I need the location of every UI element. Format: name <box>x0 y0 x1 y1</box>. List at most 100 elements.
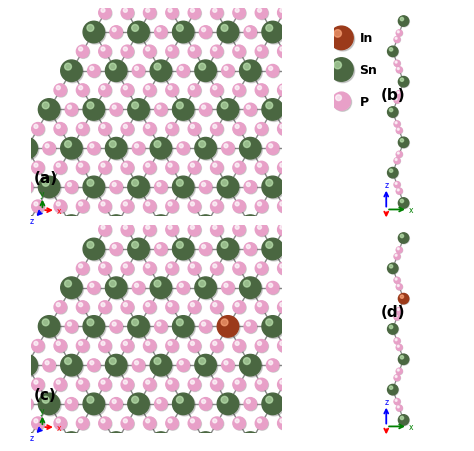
Circle shape <box>291 245 295 249</box>
Circle shape <box>446 128 458 141</box>
Circle shape <box>61 277 82 299</box>
Circle shape <box>390 186 402 198</box>
Circle shape <box>414 187 418 191</box>
Circle shape <box>32 341 45 353</box>
Circle shape <box>262 177 283 198</box>
Circle shape <box>168 87 172 91</box>
Circle shape <box>123 125 128 129</box>
Circle shape <box>222 204 234 217</box>
Circle shape <box>101 380 105 384</box>
Circle shape <box>301 124 313 137</box>
Circle shape <box>422 126 429 133</box>
Circle shape <box>367 224 380 236</box>
Circle shape <box>397 153 399 155</box>
Circle shape <box>10 201 23 214</box>
Circle shape <box>222 282 234 295</box>
Circle shape <box>157 168 161 172</box>
Circle shape <box>266 242 273 249</box>
Circle shape <box>397 32 399 34</box>
Circle shape <box>307 100 328 121</box>
Circle shape <box>310 396 318 403</box>
Circle shape <box>88 65 100 78</box>
Circle shape <box>269 361 273 365</box>
Circle shape <box>369 264 374 268</box>
Circle shape <box>177 143 190 155</box>
Circle shape <box>65 321 78 333</box>
Circle shape <box>222 127 234 140</box>
Circle shape <box>189 263 201 276</box>
Circle shape <box>166 302 179 314</box>
Circle shape <box>219 23 240 45</box>
Text: In: In <box>360 32 373 45</box>
Circle shape <box>289 27 301 39</box>
Circle shape <box>211 225 224 237</box>
Circle shape <box>178 128 190 141</box>
Circle shape <box>122 8 134 21</box>
Circle shape <box>239 123 261 144</box>
Circle shape <box>394 254 401 260</box>
Circle shape <box>334 31 341 38</box>
Circle shape <box>176 319 183 326</box>
Circle shape <box>196 62 218 83</box>
Circle shape <box>390 8 402 21</box>
Circle shape <box>233 201 246 213</box>
Circle shape <box>278 225 291 237</box>
Circle shape <box>133 282 146 295</box>
Circle shape <box>246 322 250 327</box>
Circle shape <box>394 399 400 405</box>
Circle shape <box>191 87 194 91</box>
Circle shape <box>191 48 194 52</box>
Circle shape <box>367 262 380 275</box>
Circle shape <box>330 0 352 6</box>
Circle shape <box>300 162 312 175</box>
Circle shape <box>166 186 179 198</box>
Circle shape <box>244 166 256 179</box>
Circle shape <box>9 162 22 175</box>
Circle shape <box>62 139 83 161</box>
Circle shape <box>200 105 213 117</box>
Circle shape <box>322 123 335 136</box>
Circle shape <box>346 85 358 98</box>
Circle shape <box>56 341 60 345</box>
Circle shape <box>255 417 268 429</box>
Circle shape <box>211 418 224 430</box>
Circle shape <box>235 48 239 52</box>
Circle shape <box>200 166 213 179</box>
Circle shape <box>213 87 217 91</box>
Circle shape <box>435 147 447 160</box>
Circle shape <box>189 186 201 198</box>
Circle shape <box>150 432 172 451</box>
Circle shape <box>133 66 146 78</box>
Circle shape <box>445 127 458 140</box>
Circle shape <box>84 240 106 262</box>
Circle shape <box>355 242 362 249</box>
Circle shape <box>369 87 374 91</box>
Circle shape <box>146 9 150 13</box>
Circle shape <box>146 264 150 268</box>
Circle shape <box>269 222 273 226</box>
Circle shape <box>224 361 228 365</box>
Circle shape <box>224 207 228 211</box>
Circle shape <box>379 28 392 40</box>
Circle shape <box>122 379 134 391</box>
Circle shape <box>325 264 328 268</box>
Circle shape <box>0 393 15 414</box>
Circle shape <box>300 85 312 97</box>
Circle shape <box>45 144 49 148</box>
Circle shape <box>278 147 291 160</box>
Circle shape <box>99 162 111 175</box>
Circle shape <box>463 123 474 144</box>
Circle shape <box>378 64 384 71</box>
Circle shape <box>280 125 284 129</box>
Circle shape <box>239 354 261 376</box>
Circle shape <box>288 141 295 148</box>
Circle shape <box>200 182 213 194</box>
Circle shape <box>374 123 395 144</box>
Circle shape <box>355 25 362 32</box>
Circle shape <box>179 129 183 133</box>
Circle shape <box>16 432 37 451</box>
Circle shape <box>174 101 195 122</box>
Circle shape <box>133 205 146 218</box>
Circle shape <box>397 31 402 37</box>
Circle shape <box>88 437 100 449</box>
